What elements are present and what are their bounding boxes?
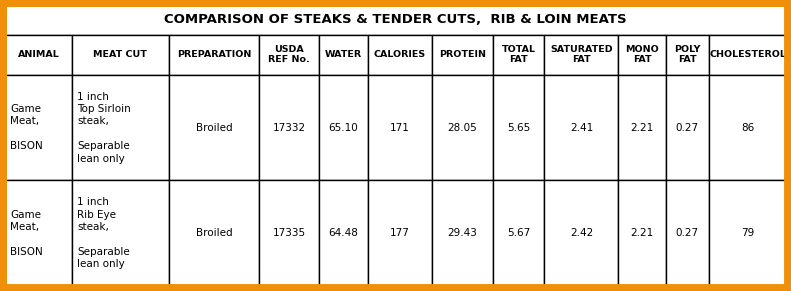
- Text: 64.48: 64.48: [328, 228, 358, 238]
- Text: 2.21: 2.21: [630, 123, 653, 132]
- Bar: [72, 75, 168, 180]
- Bar: [619, 180, 666, 286]
- Bar: [259, 75, 319, 180]
- Text: USDA
REF No.: USDA REF No.: [268, 45, 310, 64]
- Bar: [5, 75, 72, 180]
- Bar: [619, 75, 666, 180]
- Text: TOTAL
FAT: TOTAL FAT: [501, 45, 536, 64]
- Bar: [259, 35, 319, 75]
- Text: 86: 86: [741, 123, 754, 132]
- Text: 0.27: 0.27: [676, 228, 699, 238]
- Text: CHOLESTEROL: CHOLESTEROL: [709, 50, 786, 59]
- Text: PROTEIN: PROTEIN: [439, 50, 486, 59]
- Bar: [168, 35, 259, 75]
- Text: 2.41: 2.41: [570, 123, 593, 132]
- Text: 2.21: 2.21: [630, 228, 653, 238]
- Bar: [319, 180, 368, 286]
- Text: CALORIES: CALORIES: [374, 50, 426, 59]
- Bar: [368, 35, 432, 75]
- Text: Broiled: Broiled: [195, 228, 233, 238]
- Text: 17332: 17332: [272, 123, 305, 132]
- Text: 2.42: 2.42: [570, 228, 593, 238]
- Bar: [709, 35, 786, 75]
- Bar: [544, 35, 619, 75]
- Text: POLY
FAT: POLY FAT: [674, 45, 701, 64]
- Bar: [432, 35, 493, 75]
- Bar: [432, 180, 493, 286]
- Text: 28.05: 28.05: [448, 123, 478, 132]
- Text: MONO
FAT: MONO FAT: [625, 45, 659, 64]
- Bar: [544, 75, 619, 180]
- Text: 17335: 17335: [272, 228, 305, 238]
- Bar: [666, 35, 709, 75]
- Bar: [368, 75, 432, 180]
- Text: 29.43: 29.43: [448, 228, 478, 238]
- Text: PREPARATION: PREPARATION: [177, 50, 252, 59]
- Bar: [5, 180, 72, 286]
- Bar: [259, 180, 319, 286]
- Text: MEAT CUT: MEAT CUT: [93, 50, 147, 59]
- Text: Game
Meat,

BISON: Game Meat, BISON: [10, 104, 43, 151]
- Bar: [319, 35, 368, 75]
- Text: SATURATED
FAT: SATURATED FAT: [550, 45, 613, 64]
- Text: 65.10: 65.10: [328, 123, 358, 132]
- Text: ANIMAL: ANIMAL: [17, 50, 59, 59]
- Bar: [619, 35, 666, 75]
- Bar: [666, 75, 709, 180]
- Text: Broiled: Broiled: [195, 123, 233, 132]
- Bar: [319, 75, 368, 180]
- Text: 177: 177: [390, 228, 410, 238]
- Bar: [5, 35, 72, 75]
- Text: 171: 171: [390, 123, 410, 132]
- Text: 1 inch
Rib Eye
steak,

Separable
lean only: 1 inch Rib Eye steak, Separable lean onl…: [77, 197, 130, 269]
- Bar: [709, 75, 786, 180]
- Bar: [493, 75, 544, 180]
- Bar: [72, 35, 168, 75]
- Bar: [168, 75, 259, 180]
- Bar: [493, 35, 544, 75]
- Bar: [5, 5, 786, 35]
- Text: COMPARISON OF STEAKS & TENDER CUTS,  RIB & LOIN MEATS: COMPARISON OF STEAKS & TENDER CUTS, RIB …: [165, 13, 626, 26]
- Text: 5.65: 5.65: [507, 123, 531, 132]
- Text: Game
Meat,

BISON: Game Meat, BISON: [10, 210, 43, 257]
- Text: 1 inch
Top Sirloin
steak,

Separable
lean only: 1 inch Top Sirloin steak, Separable lean…: [77, 92, 131, 164]
- Bar: [72, 180, 168, 286]
- Bar: [493, 180, 544, 286]
- Bar: [666, 180, 709, 286]
- Text: WATER: WATER: [324, 50, 361, 59]
- Bar: [168, 180, 259, 286]
- Bar: [432, 75, 493, 180]
- Bar: [544, 180, 619, 286]
- Bar: [368, 180, 432, 286]
- Bar: [709, 180, 786, 286]
- Text: 5.67: 5.67: [507, 228, 531, 238]
- Text: 79: 79: [741, 228, 754, 238]
- Text: 0.27: 0.27: [676, 123, 699, 132]
